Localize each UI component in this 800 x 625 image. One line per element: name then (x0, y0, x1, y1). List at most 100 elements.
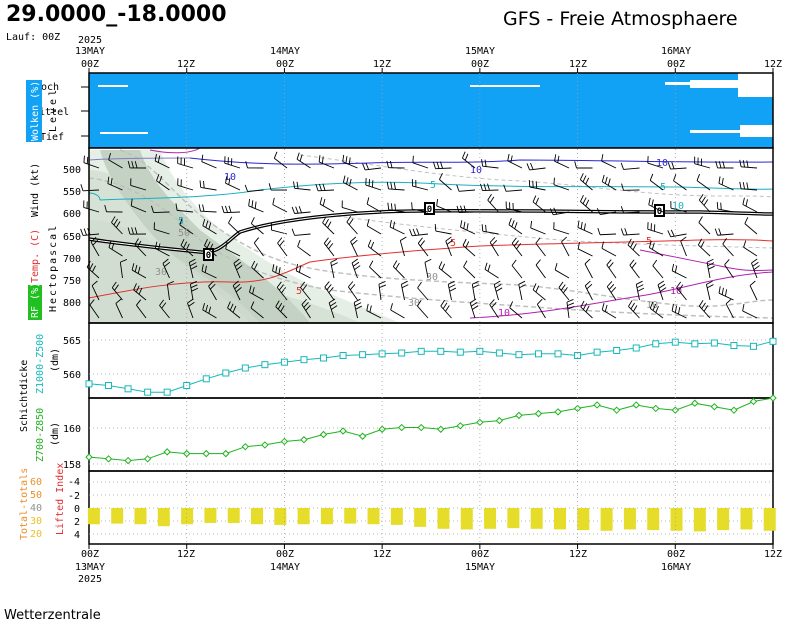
wind-barb-flag (608, 262, 614, 269)
wind-barb-flag (671, 304, 674, 312)
wind-barb-shaft (166, 284, 170, 301)
data-point (319, 430, 328, 439)
lifted-index-bar (251, 508, 264, 525)
wind-barb-shaft (487, 199, 499, 213)
isotherm-label: 10 (656, 158, 668, 169)
wind-barb-flag (366, 303, 369, 311)
wind-barb-flag (190, 265, 198, 270)
cloud-gap (665, 82, 695, 85)
data-point (652, 404, 660, 413)
top-hour-label: 12Z (373, 59, 391, 70)
wind-barb-flag (296, 152, 300, 160)
top-day-label: 16MAY (661, 46, 691, 57)
wind-barb-shaft (83, 206, 100, 213)
freezing-level-marker (424, 202, 435, 215)
wind-barb-shaft (518, 284, 523, 301)
wind-barb-flag (558, 281, 564, 288)
wind-barb-shaft (554, 269, 570, 279)
wind-barb-flag (302, 284, 308, 291)
cloud-level-label: Hoch (35, 82, 59, 93)
wind-barb-shaft (277, 242, 288, 257)
lifted-index-bar (600, 508, 613, 531)
wind-barb-shaft (509, 307, 523, 319)
wind-barb-flag (651, 199, 654, 207)
wind-barb-shaft (463, 266, 476, 279)
data-point (104, 455, 113, 463)
wind-barb-shaft (247, 189, 264, 192)
wind-barb-flag (401, 284, 409, 289)
wind-barb-shaft (366, 203, 382, 213)
wind-barb-flag (225, 176, 228, 184)
wind-barb-flag (89, 263, 94, 270)
data-point (710, 339, 718, 347)
wind-barb-shaft (741, 166, 758, 169)
data-point (124, 456, 132, 465)
data-point (143, 455, 152, 463)
wind-barb-flag (326, 240, 332, 247)
wind-barb-shaft (233, 263, 241, 279)
data-point (85, 380, 93, 388)
wind-barb-flag (465, 241, 470, 248)
wind-barb-shaft (253, 242, 264, 257)
lifted-index-bar (717, 508, 730, 531)
wind-barb-flag (417, 299, 422, 307)
wind-barb-flag (509, 301, 514, 308)
wind-barb-shaft (322, 222, 335, 235)
wind-barb-flag (199, 180, 202, 188)
li-tick: 2 (74, 517, 80, 528)
wind-barb-shaft (535, 242, 546, 257)
wind-barb-flag (299, 154, 303, 162)
wind-barb-shaft (749, 285, 758, 301)
wind-barb-shaft (390, 309, 405, 319)
wind-barb-flag (577, 220, 580, 228)
cloud-gap (738, 73, 773, 97)
wind-barb-flag (485, 224, 487, 232)
data-point (554, 408, 562, 416)
wind-barb-shaft (535, 264, 546, 279)
wind-barb-flag (442, 302, 448, 309)
wind-barb-shaft (532, 201, 546, 213)
chart-title: GFS - Freie Atmosphaere (503, 8, 738, 30)
wind-barb-flag (136, 240, 142, 248)
wind-barb-shaft (251, 223, 264, 235)
wind-barb-shaft (724, 264, 734, 279)
wind-barb-flag (203, 180, 205, 189)
wind-barb-flag (202, 204, 205, 212)
wind-barb-flag (351, 258, 359, 264)
wind-barb-shaft (162, 263, 170, 279)
lifted-index-bar (763, 508, 776, 531)
wind-barb-shaft (482, 230, 499, 235)
wind-barb-shaft (224, 162, 241, 169)
wind-barb-flag (725, 298, 732, 305)
wind-barb-flag (648, 240, 652, 248)
wind-barb-flag (322, 216, 327, 224)
wind-barb-flag (580, 300, 585, 308)
wind-barb-shaft (189, 284, 194, 301)
wind-barb-shaft (294, 211, 311, 214)
wind-barb-flag (136, 299, 142, 306)
wind-barb-shaft (248, 205, 264, 213)
isotherm-label: 5 (450, 238, 456, 249)
wind-barb-flag (331, 305, 338, 310)
wind-barb-flag (198, 204, 201, 212)
top-hour-label: 00Z (667, 59, 685, 70)
wind-barb-shaft (296, 270, 311, 279)
wind-barb-flag (411, 202, 413, 210)
wind-barb-flag (494, 280, 501, 285)
data-point (769, 337, 777, 345)
wind-barb-flag (138, 287, 143, 295)
cloud-gap (690, 80, 740, 88)
wind-barb-shaft (204, 245, 217, 257)
wind-barb-flag (448, 284, 456, 289)
location-coordinates: 29.0000_-18.0000 (6, 2, 227, 27)
wind-barb-flag (204, 265, 207, 273)
wind-barb-shaft (392, 266, 405, 279)
wind-barb-shaft (91, 285, 100, 301)
thickness-500-grid (89, 339, 773, 375)
wind-barb-flag (110, 178, 113, 186)
top-hour-label: 00Z (81, 59, 99, 70)
bottom-hour-label: 00Z (276, 549, 294, 560)
cloud-level-label: Mittel (33, 107, 69, 118)
wind-barb-flag (91, 265, 96, 273)
wind-barb-flag (484, 262, 488, 270)
